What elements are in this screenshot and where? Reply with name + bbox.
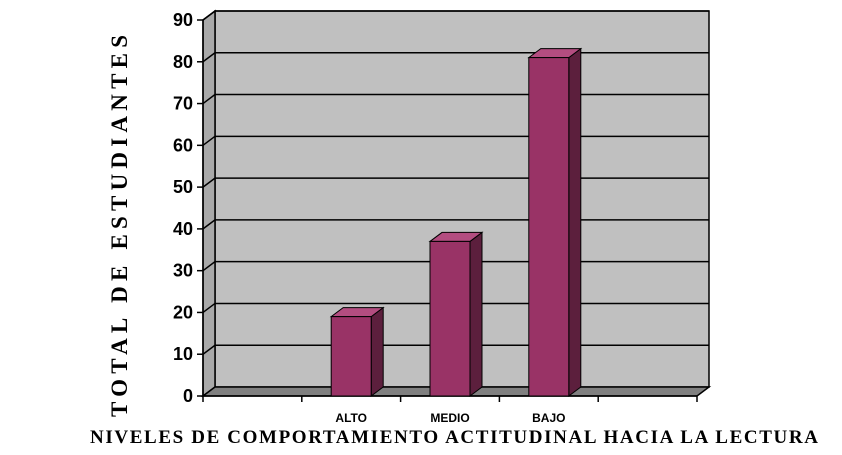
bars (329, 47, 583, 397)
x-axis-title: NIVELES DE COMPORTAMIENTO ACTITUDINAL HA… (90, 427, 818, 448)
x-axis: ALTO MEDIO BAJO (202, 395, 698, 425)
bar-medio (428, 231, 484, 397)
bar-front (429, 240, 471, 397)
side-wall (202, 9, 216, 398)
y-tick-label: 50 (173, 177, 193, 197)
y-axis: 0 10 20 30 40 50 60 70 80 90 (173, 10, 204, 406)
y-tick-label: 20 (173, 302, 193, 322)
y-tick-label: 0 (183, 386, 193, 406)
y-tick-label: 80 (173, 52, 193, 72)
y-tick-label: 30 (173, 261, 193, 281)
bar-front (528, 57, 570, 397)
bar-side (568, 47, 582, 397)
bar-side (370, 306, 384, 397)
x-tick-label: ALTO (335, 411, 367, 425)
x-tick-label: BAJO (532, 411, 565, 425)
y-tick-label: 10 (173, 344, 193, 364)
y-axis-title: TOTAL DE ESTUDIANTES (107, 35, 132, 417)
y-tick-label: 70 (173, 94, 193, 114)
x-tick-label: MEDIO (430, 411, 469, 425)
y-tick-label: 90 (173, 10, 193, 30)
bar-side (469, 231, 483, 397)
bar-alto (329, 306, 385, 397)
gridline (202, 10, 709, 21)
y-tick-label: 60 (173, 135, 193, 155)
y-tick-label: 40 (173, 219, 193, 239)
bar-front (330, 316, 372, 397)
bar-bajo (527, 47, 583, 397)
